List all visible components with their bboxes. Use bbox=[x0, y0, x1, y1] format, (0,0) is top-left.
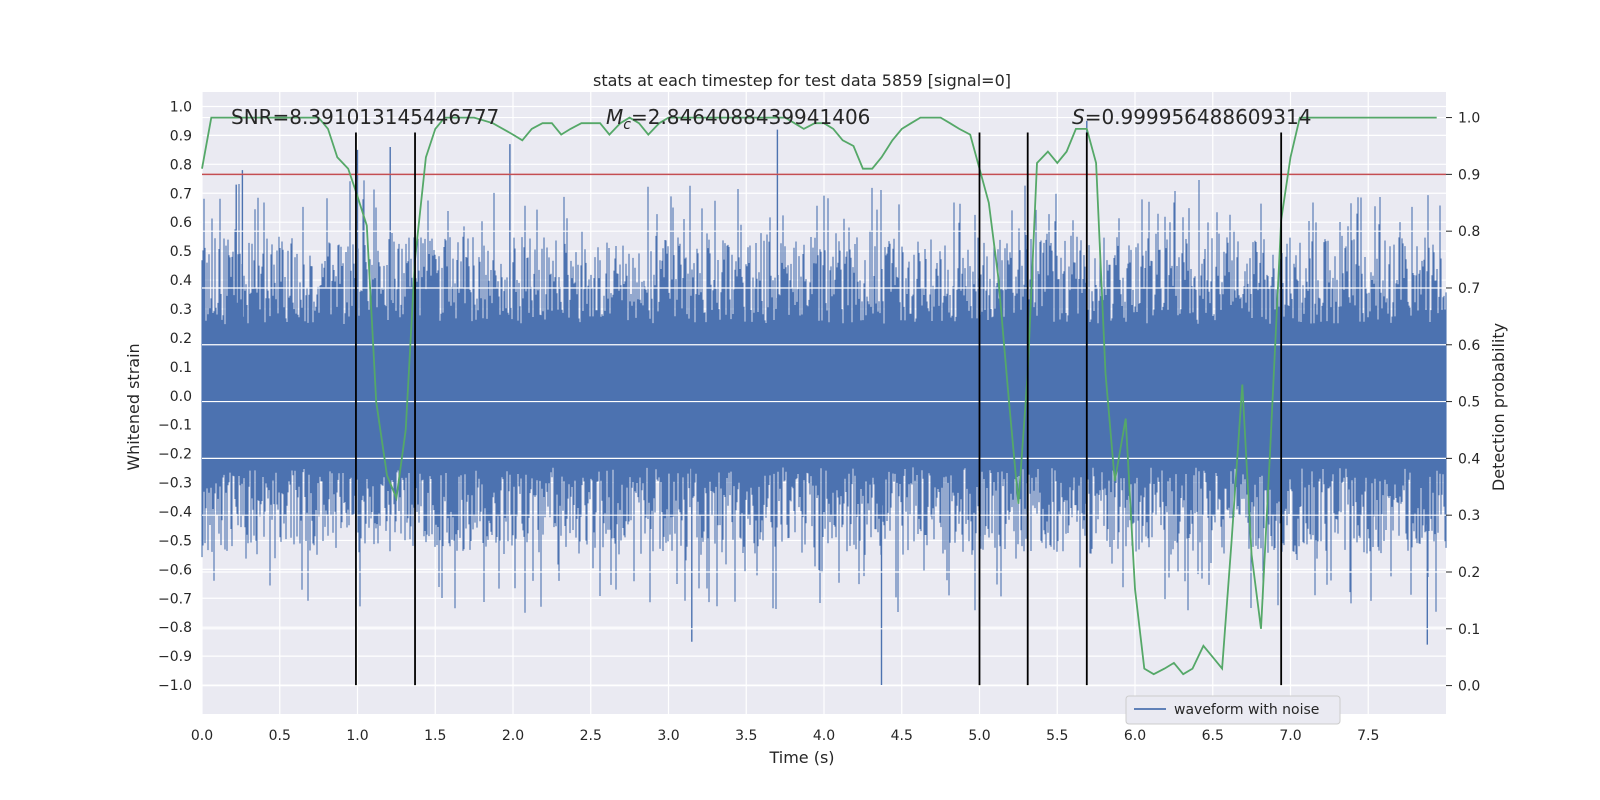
y-left-tick-label: 0.3 bbox=[170, 302, 192, 318]
y-right-tick-label: 0.0 bbox=[1458, 679, 1480, 695]
y-left-tick-label: −1.0 bbox=[158, 678, 192, 694]
detection-probability-line bbox=[201, 116, 1437, 676]
y-left-tick-label: −0.9 bbox=[158, 649, 192, 665]
y-right-tick-label: 0.8 bbox=[1458, 224, 1480, 240]
y-right-tick-label: 0.4 bbox=[1458, 451, 1480, 467]
x-tick-label: 3.5 bbox=[735, 728, 757, 744]
y-right-tick-label: 0.7 bbox=[1458, 281, 1480, 297]
x-tick-label: 1.5 bbox=[424, 728, 446, 744]
y-right-tick-label: 0.3 bbox=[1458, 508, 1480, 524]
x-tick-label: 6.0 bbox=[1124, 728, 1146, 744]
snr-annotation: SNR=8.391013145446777 bbox=[231, 105, 499, 129]
x-tick-label: 7.0 bbox=[1279, 728, 1301, 744]
y-left-tick-label: 0.0 bbox=[170, 389, 192, 405]
y-right-tick-label: 0.2 bbox=[1458, 565, 1480, 581]
x-axis-label: Time (s) bbox=[768, 748, 834, 767]
y-axis-right-ticks: 1.0 0.9 0.8 0.7 0.6 0.5 0.4 0.3 0.2 0.1 0.0 bbox=[1446, 111, 1480, 695]
y-left-tick-label: −0.6 bbox=[158, 562, 192, 578]
x-axis-ticks: 0.0 0.5 1.0 1.5 2.0 2.5 3.0 3.5 4.0 4.5 5.0 5.5 6.0 6… bbox=[191, 728, 1380, 744]
y-left-tick-label: −0.1 bbox=[158, 418, 192, 434]
x-tick-label: 7.5 bbox=[1357, 728, 1379, 744]
s-annotation: S=0.999956488609314 bbox=[1072, 105, 1311, 129]
y-left-tick-label: −0.7 bbox=[158, 591, 192, 607]
y-left-tick-label: −0.5 bbox=[158, 533, 192, 549]
s-symbol: S bbox=[1072, 105, 1085, 129]
x-tick-label: 4.5 bbox=[891, 728, 913, 744]
chirp-mass-annotation: Mc=2.8464088439941406 bbox=[606, 105, 870, 133]
y-right-tick-label: 0.6 bbox=[1458, 338, 1480, 354]
detection-probability-series bbox=[201, 116, 1446, 676]
y-left-tick-label: 1.0 bbox=[170, 99, 192, 115]
y-left-tick-label: 0.1 bbox=[170, 360, 192, 376]
x-tick-label: 5.5 bbox=[1046, 728, 1068, 744]
y-left-tick-label: 0.5 bbox=[170, 244, 192, 260]
legend: waveform with noise bbox=[1125, 695, 1341, 725]
x-tick-label: 0.5 bbox=[269, 728, 291, 744]
x-tick-label: 4.0 bbox=[813, 728, 835, 744]
x-tick-label: 3.0 bbox=[657, 728, 679, 744]
y-left-tick-label: 0.8 bbox=[170, 157, 192, 173]
x-tick-label: 1.0 bbox=[346, 728, 368, 744]
y-axis-right-label: Detection probability bbox=[1489, 323, 1508, 491]
y-right-tick-label: 0.1 bbox=[1458, 622, 1480, 638]
s-value: =0.999956488609314 bbox=[1085, 105, 1312, 129]
legend-box bbox=[1125, 695, 1341, 725]
y-left-tick-label: −0.8 bbox=[158, 620, 192, 636]
y-left-tick-label: 0.2 bbox=[170, 331, 192, 347]
legend-label-waveform: waveform with noise bbox=[1174, 702, 1319, 718]
y-left-tick-label: 0.7 bbox=[170, 186, 192, 202]
y-left-tick-label: −0.4 bbox=[158, 504, 192, 520]
y-left-tick-label: 0.9 bbox=[170, 128, 192, 144]
y-left-tick-label: −0.3 bbox=[158, 476, 192, 492]
chirp-mass-subscript: c bbox=[623, 117, 631, 133]
y-right-tick-label: 0.5 bbox=[1458, 395, 1480, 411]
waveform-series bbox=[201, 120, 1447, 686]
y-left-tick-label: −0.2 bbox=[158, 447, 192, 463]
x-tick-label: 2.5 bbox=[580, 728, 602, 744]
chirp-mass-value: =2.8464088439941406 bbox=[631, 105, 870, 129]
y-axis-left-label: Whitened strain bbox=[124, 343, 143, 470]
x-tick-label: 6.5 bbox=[1202, 728, 1224, 744]
y-axis-left-ticks: 1.0 0.9 0.8 0.7 0.6 0.5 0.4 0.3 0.2 0.1 0.0 −0.1 −0.… bbox=[158, 99, 192, 694]
x-tick-label: 2.0 bbox=[502, 728, 524, 744]
y-left-tick-label: 0.6 bbox=[170, 215, 192, 231]
x-tick-label: 5.0 bbox=[968, 728, 990, 744]
chirp-mass-symbol: M bbox=[606, 105, 623, 129]
y-right-tick-label: 0.9 bbox=[1458, 167, 1480, 183]
event-marker-lines bbox=[355, 132, 1283, 686]
y-right-tick-label: 1.0 bbox=[1458, 111, 1480, 127]
x-tick-label: 0.0 bbox=[191, 728, 213, 744]
chart-title: stats at each timestep for test data 585… bbox=[593, 71, 1011, 90]
waveform-line bbox=[201, 179, 1447, 613]
y-left-tick-label: 0.4 bbox=[170, 273, 192, 289]
